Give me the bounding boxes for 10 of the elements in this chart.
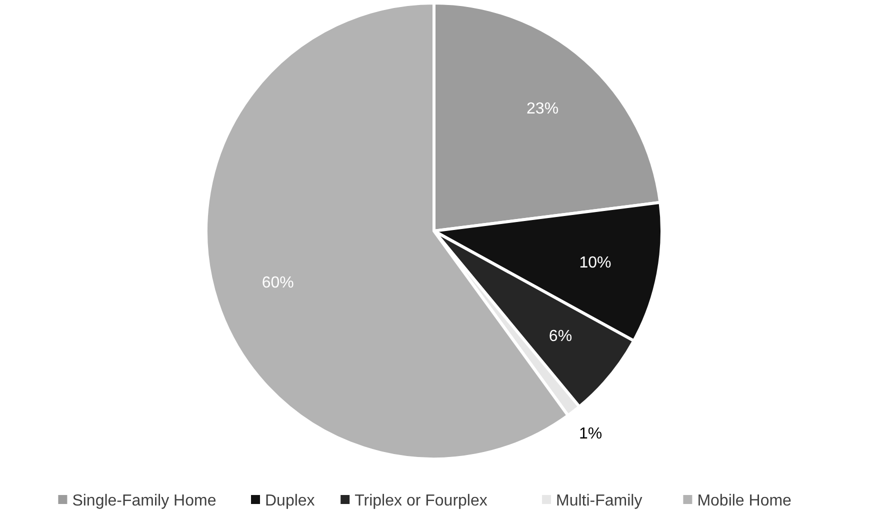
legend-label: Mobile Home [697,492,792,510]
data-label: 10% [579,254,612,272]
legend-label: Triplex or Fourplex [354,492,488,510]
data-label: 23% [526,100,559,118]
data-label: 1% [578,425,602,442]
data-label: 6% [548,328,572,346]
legend-label: Single-Family Home [72,492,216,510]
legend-label: Duplex [265,492,315,510]
legend-label: Multi-Family [556,492,642,510]
data-label: 60% [262,274,294,292]
